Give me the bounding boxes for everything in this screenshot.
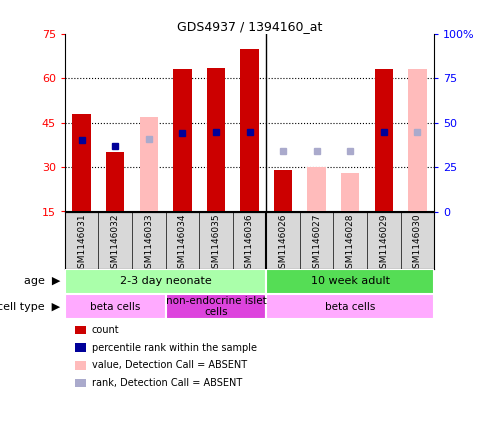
Bar <box>106 152 124 212</box>
Bar <box>65 294 166 319</box>
Text: GSM1146034: GSM1146034 <box>178 213 187 274</box>
Bar <box>207 68 225 212</box>
Bar <box>266 294 434 319</box>
Text: value, Detection Call = ABSENT: value, Detection Call = ABSENT <box>92 360 247 371</box>
Text: GSM1146027: GSM1146027 <box>312 213 321 274</box>
Text: beta cells: beta cells <box>325 302 375 312</box>
Bar <box>240 49 258 212</box>
Text: GSM1146030: GSM1146030 <box>413 213 422 274</box>
Text: GSM1146031: GSM1146031 <box>77 213 86 274</box>
Text: GSM1146029: GSM1146029 <box>379 213 388 274</box>
Text: GSM1146028: GSM1146028 <box>346 213 355 274</box>
Bar <box>140 117 158 212</box>
Bar <box>341 173 359 212</box>
Text: GSM1146035: GSM1146035 <box>212 213 221 274</box>
Text: beta cells: beta cells <box>90 302 140 312</box>
Bar <box>375 69 393 212</box>
Text: count: count <box>92 325 119 335</box>
Text: cell type  ▶: cell type ▶ <box>0 302 60 312</box>
Text: 2-3 day neonate: 2-3 day neonate <box>120 276 212 286</box>
Bar <box>65 269 266 294</box>
Text: GSM1146032: GSM1146032 <box>111 213 120 274</box>
Bar <box>266 269 434 294</box>
Text: GSM1146026: GSM1146026 <box>278 213 287 274</box>
Bar <box>274 170 292 212</box>
Text: GSM1146036: GSM1146036 <box>245 213 254 274</box>
Text: non-endocrine islet
cells: non-endocrine islet cells <box>166 296 266 318</box>
Title: GDS4937 / 1394160_at: GDS4937 / 1394160_at <box>177 20 322 33</box>
Bar <box>166 294 266 319</box>
Text: age  ▶: age ▶ <box>23 276 60 286</box>
Bar <box>72 114 91 212</box>
Bar <box>307 167 326 212</box>
Bar <box>408 69 427 212</box>
Text: 10 week adult: 10 week adult <box>311 276 390 286</box>
Text: rank, Detection Call = ABSENT: rank, Detection Call = ABSENT <box>92 378 242 388</box>
Text: GSM1146033: GSM1146033 <box>144 213 153 274</box>
Bar <box>173 69 192 212</box>
Text: percentile rank within the sample: percentile rank within the sample <box>92 343 257 353</box>
